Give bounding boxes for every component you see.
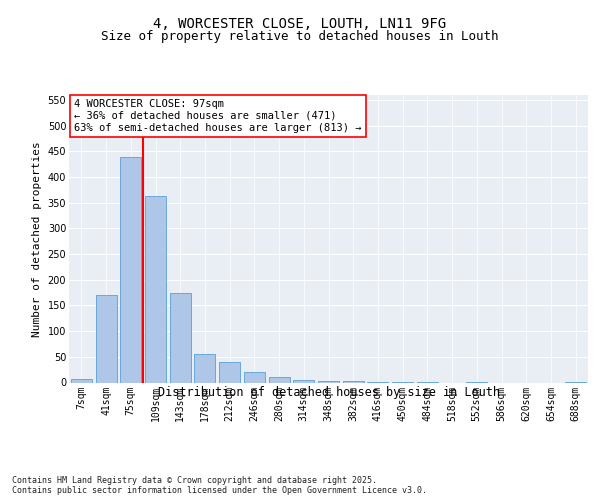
- Text: Contains HM Land Registry data © Crown copyright and database right 2025.
Contai: Contains HM Land Registry data © Crown c…: [12, 476, 427, 495]
- Y-axis label: Number of detached properties: Number of detached properties: [32, 141, 42, 336]
- Text: Distribution of detached houses by size in Louth: Distribution of detached houses by size …: [158, 386, 500, 399]
- Bar: [293, 380, 314, 382]
- Bar: [170, 292, 191, 382]
- Text: Size of property relative to detached houses in Louth: Size of property relative to detached ho…: [101, 30, 499, 43]
- Bar: [244, 372, 265, 382]
- Text: 4, WORCESTER CLOSE, LOUTH, LN11 9FG: 4, WORCESTER CLOSE, LOUTH, LN11 9FG: [154, 18, 446, 32]
- Bar: [120, 156, 141, 382]
- Bar: [194, 354, 215, 382]
- Text: 4 WORCESTER CLOSE: 97sqm
← 36% of detached houses are smaller (471)
63% of semi-: 4 WORCESTER CLOSE: 97sqm ← 36% of detach…: [74, 100, 362, 132]
- Bar: [71, 379, 92, 382]
- Bar: [269, 377, 290, 382]
- Bar: [145, 196, 166, 382]
- Bar: [95, 295, 116, 382]
- Bar: [318, 381, 339, 382]
- Bar: [219, 362, 240, 382]
